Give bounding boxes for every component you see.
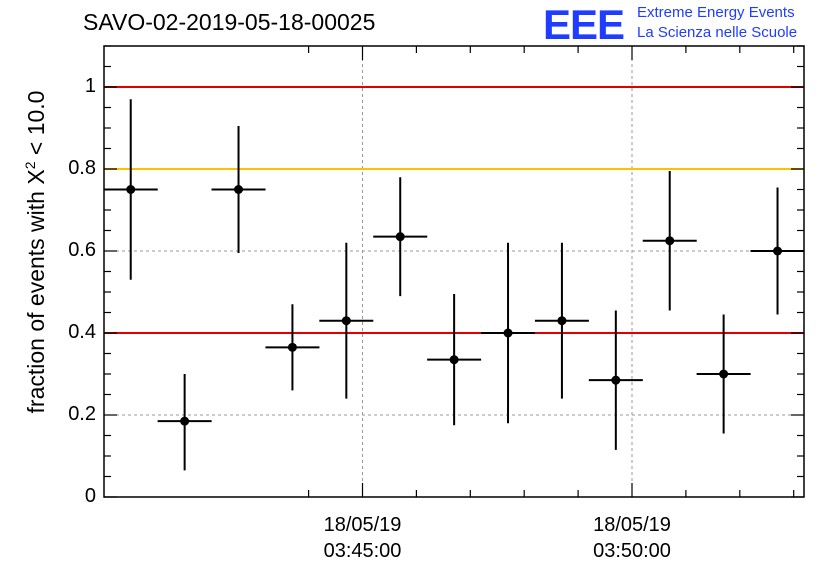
y-tick-label: 0 [84,485,96,507]
data-point-marker [126,185,136,194]
y-tick-label: 0.8 [68,157,96,179]
x-tick-time: 03:45:00 [323,540,402,562]
plot-frame [103,45,805,498]
data-point-marker [180,416,190,426]
x-tick-time: 03:50:00 [593,540,671,562]
data-points [103,99,805,471]
y-tick-label: 0.6 [68,239,96,261]
logo-tagline-1: Extreme Energy Events [637,4,795,21]
data-point-marker [611,375,621,385]
y-tick-label: 1 [84,75,96,97]
data-point-marker [503,328,513,338]
y-axis-label-prefix: fraction of events with [22,184,49,414]
data-point-marker [719,369,729,379]
chi-symbol: X [22,169,49,185]
data-point-marker [773,246,783,256]
x-tick-label: 18/05/19 03:50:00 [593,512,671,564]
eee-logo-mark: EEE [543,1,625,48]
chi-exponent: 2 [22,161,39,170]
y-tick-label: 0.4 [68,321,96,343]
y-tick-label: 0.2 [68,403,96,425]
x-tick-label: 18/05/19 03:45:00 [324,512,402,564]
data-point-marker [287,342,297,352]
y-axis-label-suffix: < 10.0 [22,90,49,162]
data-point-marker [665,236,675,246]
data-point-marker [395,232,405,242]
x-tick-date: 18/05/19 [593,514,671,536]
data-point-marker [449,355,459,365]
x-tick-date: 18/05/19 [323,514,402,536]
grid-lines [104,46,804,497]
data-point-marker [557,316,567,326]
data-point-marker [234,185,244,194]
data-point-marker [341,316,351,326]
axis-ticks [104,45,804,498]
chart-title: SAVO-02-2019-05-18-00025 [83,9,376,35]
logo-tagline-2: La Scienza nelle Scuole [637,24,798,41]
